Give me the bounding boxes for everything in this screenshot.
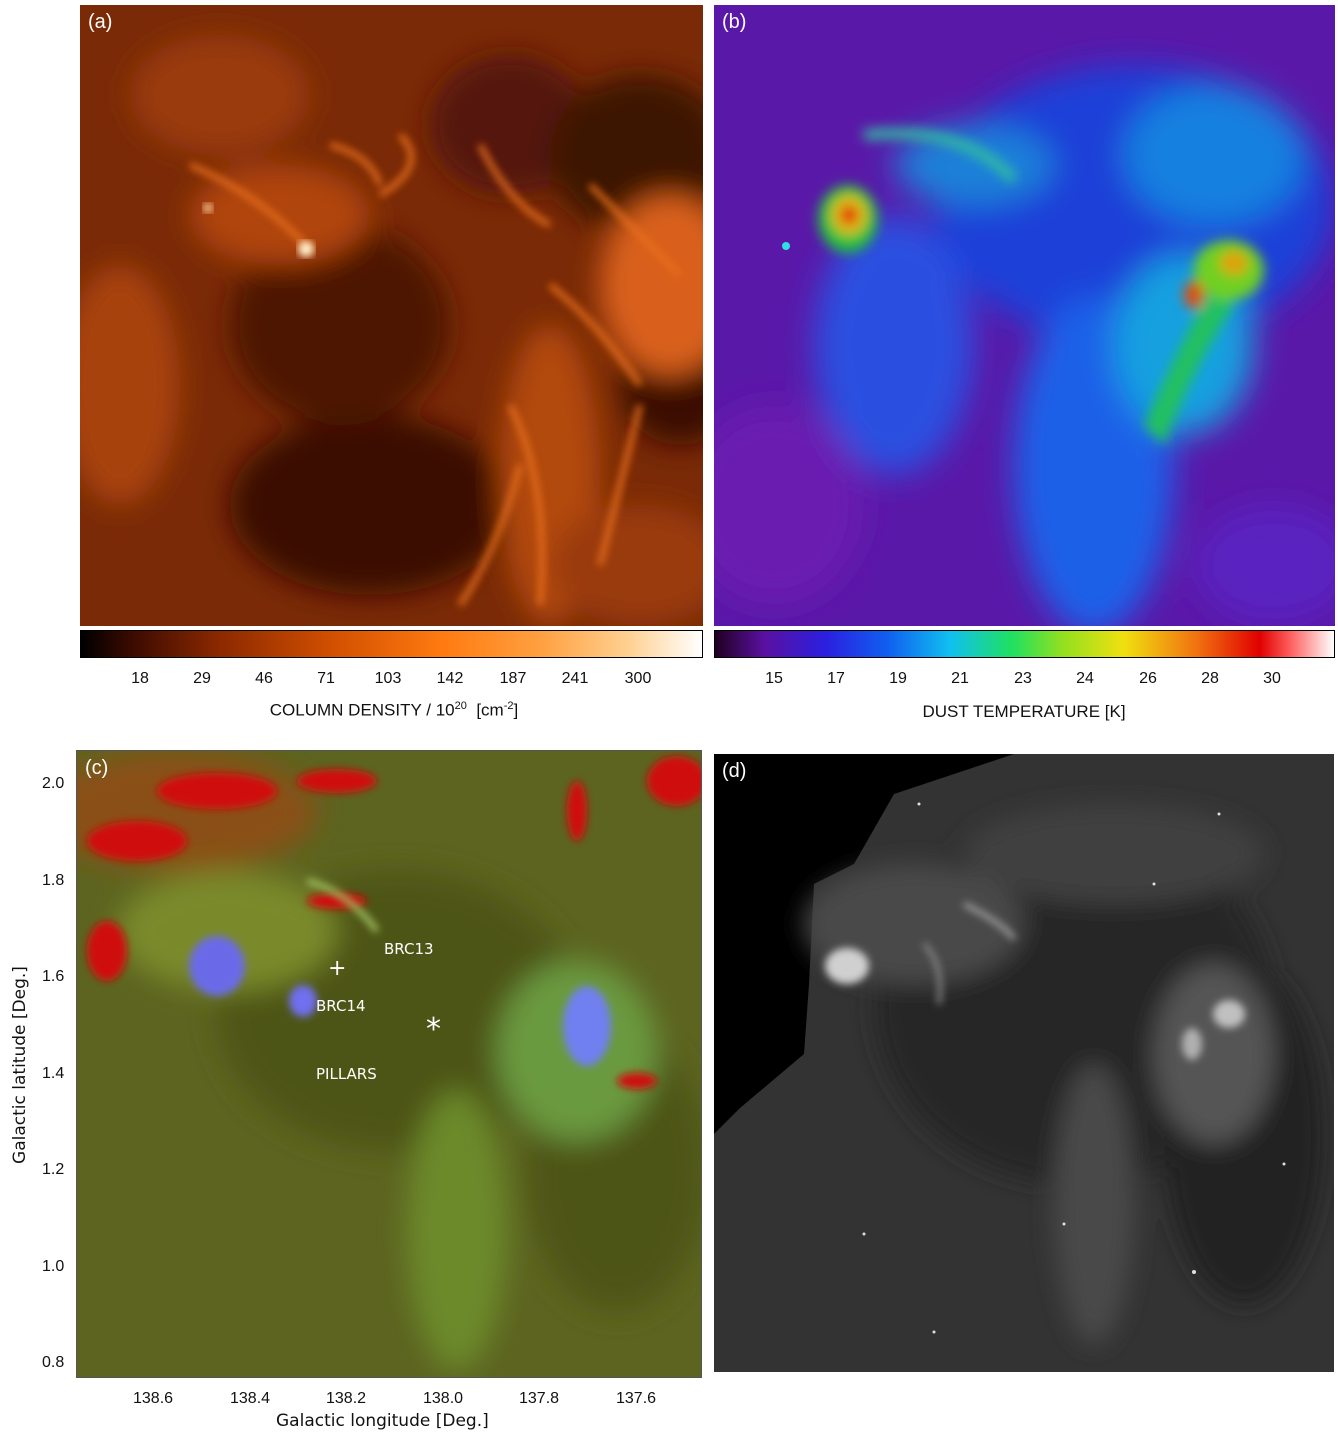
- density-title-text: COLUMN DENSITY / 10: [269, 700, 455, 720]
- temperature-tick: 15: [765, 670, 783, 687]
- star-marker: *: [426, 1012, 441, 1047]
- density-tick: 46: [255, 670, 273, 687]
- temperature-tick: 17: [827, 670, 845, 687]
- composite-map: (c) BRC13 BRC14 PILLARS + *: [76, 750, 702, 1378]
- temperature-tick: 19: [889, 670, 907, 687]
- x-tick: 138.4: [230, 1390, 271, 1407]
- density-tick: 71: [317, 670, 335, 687]
- density-tick: 187: [499, 670, 527, 687]
- y-tick: 1.0: [42, 1258, 65, 1275]
- brc13-label: BRC13: [384, 940, 434, 958]
- temperature-tick: 21: [951, 670, 969, 687]
- y-tick: 1.4: [42, 1065, 65, 1082]
- density-tick: 300: [624, 670, 652, 687]
- panel-c-label: (c): [85, 757, 109, 779]
- y-tick: 2.0: [42, 775, 65, 792]
- dust-temperature-image: [714, 5, 1335, 626]
- panel-a-label: (a): [88, 11, 113, 33]
- density-tick: 18: [131, 670, 149, 687]
- temperature-tick: 30: [1263, 670, 1281, 687]
- density-unit-exponent: -2: [503, 700, 514, 712]
- panel-d-label: (d): [722, 760, 747, 782]
- y-tick: 1.8: [42, 872, 65, 889]
- temperature-tick: 24: [1076, 670, 1094, 687]
- temperature-tick: 23: [1014, 670, 1032, 687]
- column-density-colorbar: [80, 630, 703, 658]
- column-density-map: (a): [80, 5, 703, 626]
- density-tick: 29: [193, 670, 211, 687]
- pillars-label: PILLARS: [316, 1065, 377, 1083]
- brc14-label: BRC14: [316, 997, 366, 1015]
- y-axis-label: Galactic latitude [Deg.]: [10, 966, 30, 1164]
- x-tick: 137.8: [519, 1390, 560, 1407]
- x-tick: 138.6: [133, 1390, 174, 1407]
- composite-image: [77, 751, 701, 1377]
- x-axis-label: Galactic longitude [Deg.]: [276, 1411, 489, 1431]
- density-tick: 241: [561, 670, 589, 687]
- plus-marker: +: [328, 956, 347, 981]
- column-density-title: COLUMN DENSITY / 1020 [cm-2]: [270, 700, 518, 721]
- x-tick: 138.0: [423, 1390, 464, 1407]
- temperature-tick: 28: [1201, 670, 1219, 687]
- density-tick: 142: [436, 670, 464, 687]
- x-tick: 138.2: [326, 1390, 367, 1407]
- x-tick: 137.6: [616, 1390, 657, 1407]
- density-tick: 103: [374, 670, 402, 687]
- temperature-tick: 26: [1139, 670, 1157, 687]
- panel-b-label: (b): [722, 11, 747, 33]
- column-density-image: [80, 5, 703, 626]
- y-tick: 0.8: [42, 1354, 65, 1371]
- dust-temperature-map: (b): [714, 5, 1335, 626]
- dust-temperature-title: DUST TEMPERATURE [K]: [922, 702, 1126, 721]
- grayscale-mosaic: (d): [714, 754, 1334, 1372]
- density-title-exponent: 20: [454, 700, 467, 712]
- grayscale-image: [714, 754, 1334, 1372]
- y-tick: 1.2: [42, 1161, 65, 1178]
- density-unit-close: ]: [513, 700, 519, 720]
- density-unit-text: [cm: [476, 700, 504, 720]
- dust-temperature-colorbar: [714, 630, 1335, 658]
- y-tick: 1.6: [42, 968, 65, 985]
